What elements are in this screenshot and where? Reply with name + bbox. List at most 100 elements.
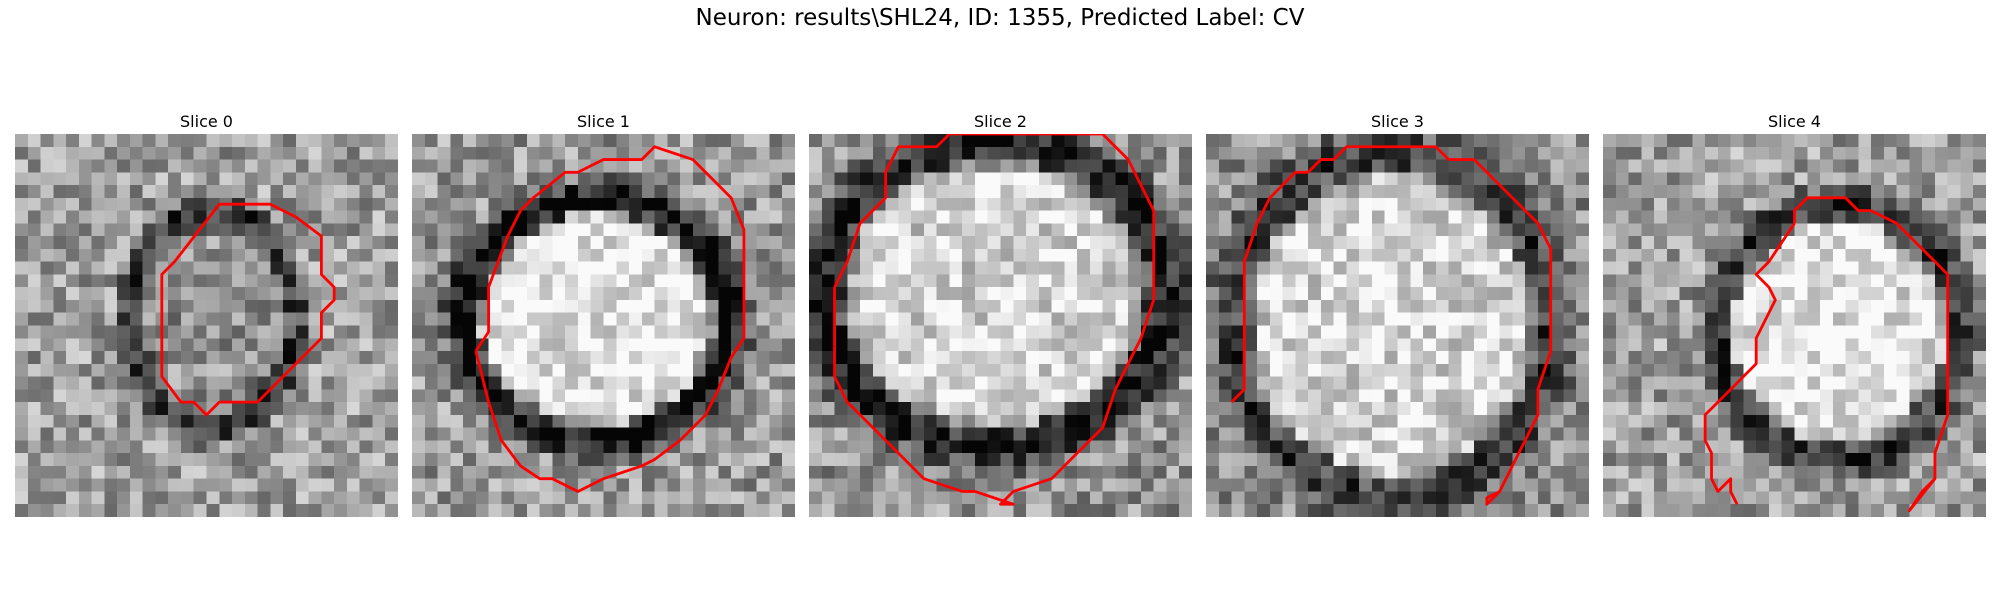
- pixel-cell: [974, 185, 988, 199]
- pixel-cell: [1231, 146, 1245, 160]
- pixel-cell: [577, 504, 591, 517]
- pixel-cell: [1231, 299, 1245, 313]
- pixel-cell: [53, 440, 67, 454]
- pixel-cell: [450, 478, 464, 492]
- pixel-cell: [641, 465, 655, 479]
- pixel-cell: [526, 287, 540, 301]
- pixel-cell: [590, 414, 604, 428]
- pixel-cell: [359, 134, 373, 148]
- pixel-cell: [1051, 338, 1065, 352]
- pixel-cell: [1947, 159, 1961, 173]
- pixel-cell: [603, 197, 617, 211]
- pixel-cell: [680, 210, 694, 224]
- pixel-cell: [974, 453, 988, 467]
- pixel-cell: [1346, 312, 1360, 326]
- pixel-cell: [1641, 248, 1655, 262]
- pixel-cell: [283, 491, 297, 505]
- pixel-cell: [1448, 491, 1462, 505]
- pixel-cell: [616, 134, 630, 148]
- pixel-cell: [437, 210, 451, 224]
- pixel-cell: [949, 159, 963, 173]
- pixel-cell: [526, 159, 540, 173]
- pixel-cell: [244, 299, 258, 313]
- pixel-cell: [1820, 389, 1834, 403]
- pixel-cell: [821, 363, 835, 377]
- pixel-cell: [1140, 453, 1154, 467]
- pixel-cell: [346, 248, 360, 262]
- pixel-cell: [1794, 427, 1808, 441]
- pixel-cell: [1615, 185, 1629, 199]
- pixel-cell: [1922, 172, 1936, 186]
- pixel-cell: [680, 197, 694, 211]
- pixel-cell: [1641, 261, 1655, 275]
- pixel-cell: [1102, 376, 1116, 390]
- pixel-cell: [1435, 248, 1449, 262]
- pixel-cell: [565, 134, 579, 148]
- pixel-cell: [1768, 376, 1782, 390]
- pixel-cell: [667, 363, 681, 377]
- pixel-cell: [1871, 299, 1885, 313]
- pixel-cell: [680, 134, 694, 148]
- pixel-cell: [680, 325, 694, 339]
- pixel-cell: [1206, 504, 1220, 517]
- pixel-cell: [860, 453, 874, 467]
- pixel-cell: [1397, 465, 1411, 479]
- pixel-cell: [769, 338, 783, 352]
- pixel-cell: [1883, 453, 1897, 467]
- pixel-cell: [1435, 453, 1449, 467]
- pixel-cell: [1563, 325, 1577, 339]
- pixel-cell: [769, 248, 783, 262]
- pixel-cell: [743, 134, 757, 148]
- pixel-cell: [1026, 376, 1040, 390]
- pixel-cell: [1615, 274, 1629, 288]
- pixel-cell: [1102, 248, 1116, 262]
- pixel-cell: [206, 185, 220, 199]
- pixel-cell: [308, 504, 322, 517]
- pixel-cell: [1858, 210, 1872, 224]
- pixel-cell: [654, 172, 668, 186]
- pixel-cell: [488, 389, 502, 403]
- pixel-cell: [885, 287, 899, 301]
- pixel-cell: [1756, 185, 1770, 199]
- pixel-cell: [1807, 440, 1821, 454]
- pixel-cell: [53, 312, 67, 326]
- pixel-cell: [91, 146, 105, 160]
- pixel-cell: [1705, 414, 1719, 428]
- pixel-cell: [270, 453, 284, 467]
- pixel-cell: [40, 440, 54, 454]
- pixel-cell: [1295, 491, 1309, 505]
- pixel-cell: [1499, 261, 1513, 275]
- pixel-cell: [193, 299, 207, 313]
- pixel-cell: [1576, 146, 1589, 160]
- pixel-cell: [40, 312, 54, 326]
- pixel-cell: [1423, 491, 1437, 505]
- pixel-cell: [898, 427, 912, 441]
- pixel-cell: [1807, 172, 1821, 186]
- pixel-cell: [308, 389, 322, 403]
- pixel-cell: [847, 504, 861, 517]
- pixel-cell: [1603, 185, 1617, 199]
- pixel-cell: [1679, 440, 1693, 454]
- pixel-cell: [1282, 223, 1296, 237]
- pixel-cell: [1756, 363, 1770, 377]
- pixel-cell: [629, 185, 643, 199]
- pixel-cell: [1603, 159, 1617, 173]
- pixel-cell: [1896, 287, 1910, 301]
- pixel-cell: [193, 453, 207, 467]
- pixel-cell: [1654, 402, 1668, 416]
- pixel-cell: [539, 248, 553, 262]
- pixel-cell: [756, 172, 770, 186]
- pixel-cell: [949, 146, 963, 160]
- pixel-cell: [1628, 185, 1642, 199]
- pixel-cell: [1641, 197, 1655, 211]
- pixel-cell: [66, 197, 80, 211]
- pixel-cell: [847, 185, 861, 199]
- pixel-cell: [66, 504, 80, 517]
- pixel-cell: [1525, 465, 1539, 479]
- pixel-cell: [437, 312, 451, 326]
- pixel-cell: [193, 414, 207, 428]
- pixel-cell: [526, 248, 540, 262]
- pixel-cell: [463, 338, 477, 352]
- pixel-cell: [731, 363, 745, 377]
- pixel-cell: [1820, 223, 1834, 237]
